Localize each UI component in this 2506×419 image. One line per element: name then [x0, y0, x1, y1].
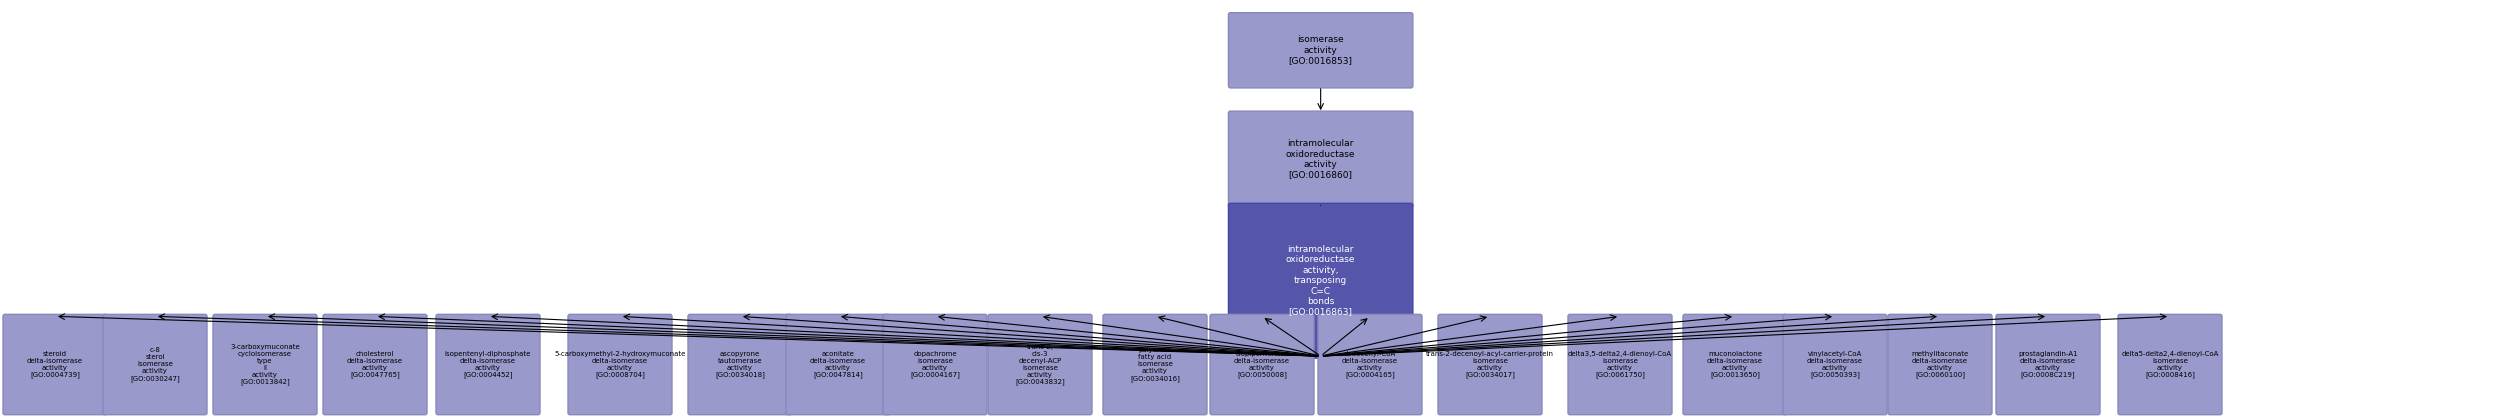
FancyBboxPatch shape — [1228, 111, 1413, 207]
Text: 3-carboxymuconate
cycloisomerase
type
II
activity
[GO:0013842]: 3-carboxymuconate cycloisomerase type II… — [231, 344, 301, 385]
Text: c-8
sterol
isomerase
activity
[GO:0030247]: c-8 sterol isomerase activity [GO:003024… — [130, 347, 180, 382]
FancyBboxPatch shape — [1228, 13, 1413, 88]
Text: muconolactone
delta-isomerase
activity
[GO:0013650]: muconolactone delta-isomerase activity [… — [1707, 351, 1764, 378]
FancyBboxPatch shape — [987, 314, 1093, 415]
FancyBboxPatch shape — [1569, 314, 1672, 415]
FancyBboxPatch shape — [1103, 314, 1208, 415]
Text: intramolecular
oxidoreductase
activity
[GO:0016860]: intramolecular oxidoreductase activity [… — [1286, 139, 1356, 179]
FancyBboxPatch shape — [1228, 203, 1413, 358]
Text: polyenoic
fatty acid
isomerase
activity
[GO:0034016]: polyenoic fatty acid isomerase activity … — [1130, 347, 1180, 382]
FancyBboxPatch shape — [787, 314, 890, 415]
FancyBboxPatch shape — [323, 314, 426, 415]
FancyBboxPatch shape — [1995, 314, 2100, 415]
Text: methylitaconate
delta-isomerase
activity
[GO:0060100]: methylitaconate delta-isomerase activity… — [1912, 351, 1970, 378]
Text: delta3,5-delta2,4-dienoyl-CoA
isomerase
activity
[GO:0061750]: delta3,5-delta2,4-dienoyl-CoA isomerase … — [1569, 351, 1672, 378]
FancyBboxPatch shape — [213, 314, 316, 415]
FancyBboxPatch shape — [569, 314, 672, 415]
Text: cholesterol
delta-isomerase
activity
[GO:0047765]: cholesterol delta-isomerase activity [GO… — [346, 351, 403, 378]
Text: ascopyrone
tautomerase
activity
[GO:0034018]: ascopyrone tautomerase activity [GO:0034… — [714, 351, 764, 378]
FancyBboxPatch shape — [1684, 314, 1787, 415]
Text: isomerase
activity
[GO:0016853]: isomerase activity [GO:0016853] — [1288, 35, 1353, 65]
Text: isopiperitenone
delta-isomerase
activity
[GO:0050008]: isopiperitenone delta-isomerase activity… — [1233, 351, 1291, 378]
FancyBboxPatch shape — [2118, 314, 2223, 415]
Text: vinylacetyl-CoA
delta-isomerase
activity
[GO:0050393]: vinylacetyl-CoA delta-isomerase activity… — [1807, 351, 1862, 378]
FancyBboxPatch shape — [1782, 314, 1887, 415]
FancyBboxPatch shape — [882, 314, 987, 415]
Text: prostaglandin-A1
delta-isomerase
activity
[GO:0008C219]: prostaglandin-A1 delta-isomerase activit… — [2017, 351, 2077, 378]
FancyBboxPatch shape — [3, 314, 108, 415]
Text: aconitate
delta-isomerase
activity
[GO:0047814]: aconitate delta-isomerase activity [GO:0… — [809, 351, 867, 378]
FancyBboxPatch shape — [103, 314, 208, 415]
FancyBboxPatch shape — [1318, 314, 1421, 415]
Text: dodecenyl-CoA
delta-isomerase
activity
[GO:0004165]: dodecenyl-CoA delta-isomerase activity [… — [1343, 351, 1398, 378]
Text: 5-carboxymethyl-2-hydroxymuconate
delta-isomerase
activity
[GO:0008704]: 5-carboxymethyl-2-hydroxymuconate delta-… — [554, 351, 687, 378]
FancyBboxPatch shape — [1438, 314, 1541, 415]
FancyBboxPatch shape — [1887, 314, 1992, 415]
Text: trans-2-decenoyl-acyl-carrier-protein
isomerase
activity
[GO:0034017]: trans-2-decenoyl-acyl-carrier-protein is… — [1426, 351, 1554, 378]
Text: isopentenyl-diphosphate
delta-isomerase
activity
[GO:0004452]: isopentenyl-diphosphate delta-isomerase … — [444, 351, 531, 378]
FancyBboxPatch shape — [1210, 314, 1313, 415]
FancyBboxPatch shape — [436, 314, 539, 415]
Text: trans-2,
cis-3
decenyl-ACP
isomerase
activity
[GO:0043832]: trans-2, cis-3 decenyl-ACP isomerase act… — [1015, 344, 1065, 385]
Text: steroid
delta-isomerase
activity
[GO:0004739]: steroid delta-isomerase activity [GO:000… — [28, 351, 83, 378]
Text: intramolecular
oxidoreductase
activity,
transposing
C=C
bonds
[GO:0016863]: intramolecular oxidoreductase activity, … — [1286, 245, 1356, 316]
Text: delta5-delta2,4-dienoyl-CoA
isomerase
activity
[GO:0008416]: delta5-delta2,4-dienoyl-CoA isomerase ac… — [2120, 351, 2218, 378]
Text: dopachrome
isomerase
activity
[GO:0004167]: dopachrome isomerase activity [GO:000416… — [910, 351, 960, 378]
FancyBboxPatch shape — [689, 314, 792, 415]
